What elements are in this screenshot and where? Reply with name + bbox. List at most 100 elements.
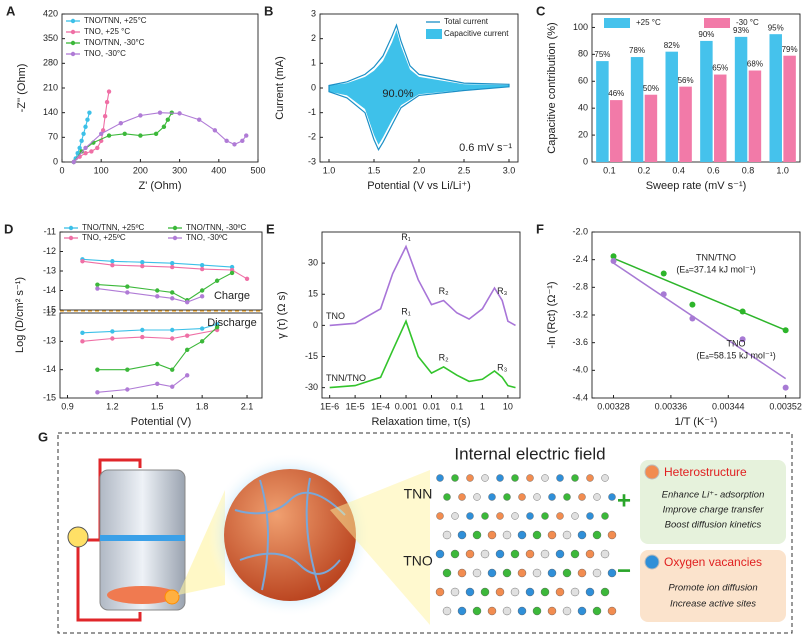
atom: [442, 606, 452, 616]
bulb: [67, 526, 89, 548]
y-tick-label: 0: [313, 320, 318, 330]
data-point: [140, 334, 145, 340]
atom: [503, 493, 511, 501]
bar: [665, 51, 678, 162]
atom: [571, 474, 579, 482]
atom: [577, 568, 587, 578]
bar: [610, 100, 623, 162]
zoom: [330, 470, 430, 625]
legend-label: TNO/TNN, +25ºC: [82, 223, 144, 232]
series-line: [73, 112, 247, 163]
x-axis-label: Sweep rate (mV s⁻¹): [646, 180, 747, 192]
data-label: 95%: [768, 23, 784, 32]
panel-label: B: [264, 3, 273, 18]
data-point: [782, 384, 789, 391]
atom: [465, 549, 475, 559]
series-note: (Eₐ=58.15 kJ mol⁻¹): [696, 350, 775, 360]
atom: [607, 568, 617, 578]
x-tick-label: 10: [503, 401, 513, 411]
atom: [472, 530, 482, 540]
legend-swatch: [704, 18, 730, 28]
feature-title: Oxygen vacancies: [664, 555, 762, 569]
data-point: [214, 324, 220, 330]
atom: [451, 512, 459, 520]
series-label: TNO: [326, 311, 345, 321]
atom: [608, 493, 616, 501]
series-line: [82, 260, 248, 280]
atom: [555, 549, 565, 559]
y-tick-label: 350: [43, 33, 58, 43]
feature-title: Heterostructure: [664, 465, 747, 479]
atom: [502, 606, 512, 616]
atom: [547, 530, 557, 540]
x-tick-label: 1.0: [323, 165, 336, 175]
x-tick-label: 0.00344: [712, 401, 745, 411]
plot-frame: [61, 13, 259, 163]
data-point: [95, 282, 100, 287]
icon: [644, 464, 660, 480]
data-point: [184, 347, 190, 353]
y-tick-label: 40: [578, 103, 588, 113]
series-line: [329, 244, 516, 327]
atom: [488, 493, 496, 501]
data-point: [157, 110, 163, 115]
data-label: 46%: [608, 89, 624, 98]
data-point: [104, 99, 110, 105]
x-tick-label: 300: [172, 165, 187, 175]
y-tick-label: 0: [583, 156, 588, 166]
data-point: [184, 373, 190, 378]
atom: [532, 606, 542, 616]
atom: [601, 474, 609, 482]
data-point: [140, 260, 145, 265]
x-tick-label: 1.0: [776, 165, 789, 175]
data-point: [80, 259, 85, 264]
x-tick-label: 1.5: [151, 401, 164, 411]
data-point: [79, 138, 84, 144]
atom: [600, 587, 610, 597]
atom: [472, 568, 482, 578]
atom: [585, 549, 595, 559]
atom: [517, 530, 527, 540]
y-tick-label: 15: [308, 289, 318, 299]
atom: [571, 512, 579, 520]
x-axis-label: Potential (V): [131, 416, 192, 428]
atom: [465, 587, 475, 597]
atom: [480, 549, 490, 559]
x-tick-label: 2.0: [413, 165, 426, 175]
data-point: [199, 262, 205, 268]
x-tick-label: 1E-6: [320, 401, 339, 411]
atom: [586, 512, 594, 520]
y-tick-label: -4.4: [572, 392, 588, 402]
legend-marker: [70, 18, 76, 24]
x-tick-label: 500: [250, 165, 265, 175]
legend-label: TNO, -30°C: [84, 49, 126, 58]
atom: [495, 549, 505, 559]
legend-swatch: [604, 18, 630, 28]
data-point: [155, 361, 160, 367]
feature-item: Enhance Li⁺- adsorption: [662, 490, 765, 501]
y-tick-label: -2.8: [572, 282, 588, 292]
y-tick-label: 0: [53, 156, 58, 166]
atom: [473, 493, 481, 501]
atom: [436, 512, 444, 520]
atom: [442, 568, 452, 578]
data-point: [689, 301, 696, 308]
atom: [577, 606, 587, 616]
data-point: [85, 117, 90, 122]
x-tick-label: 0.9: [61, 401, 74, 411]
feature-item: Increase active sites: [670, 599, 756, 610]
annotation: 90.0%: [382, 88, 413, 100]
data-point: [214, 278, 220, 283]
data-point: [199, 288, 205, 293]
series-line: [82, 258, 233, 268]
data-point: [689, 315, 696, 322]
bar: [734, 36, 748, 162]
x-tick-label: 0: [59, 165, 64, 175]
peak-label: R₁: [401, 307, 411, 317]
x-tick-label: 1.5: [368, 165, 381, 175]
separator: [100, 535, 185, 541]
atom: [435, 587, 445, 597]
y-tick-label: -13: [43, 336, 56, 346]
x-tick-label: 0.6: [707, 165, 720, 175]
y-axis-label: Current (mA): [274, 56, 286, 120]
